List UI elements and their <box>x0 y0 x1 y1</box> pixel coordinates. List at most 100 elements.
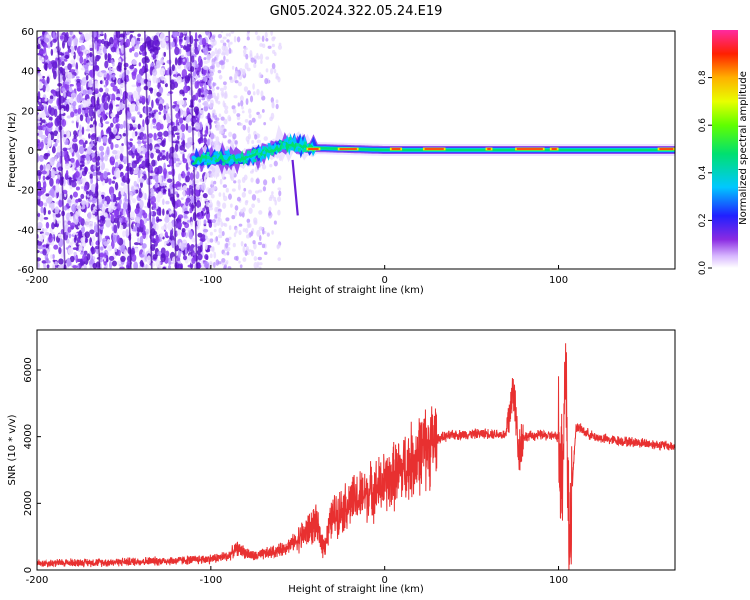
noise-cell <box>91 152 96 158</box>
noise-cell <box>197 131 201 137</box>
noise-cell <box>38 81 43 90</box>
noise-cell <box>182 45 187 50</box>
noise-cell <box>204 129 209 136</box>
noise-cell <box>77 208 81 217</box>
noise-cell <box>46 264 50 269</box>
noise-cell <box>81 126 85 136</box>
noise-cell <box>275 103 279 110</box>
y-tick-label: 60 <box>21 27 34 38</box>
noise-cell <box>161 39 167 49</box>
y-tick-label: -40 <box>18 225 34 236</box>
noise-cell <box>37 221 43 230</box>
noise-cell <box>258 210 263 215</box>
noise-cell <box>265 38 269 42</box>
noise-cell <box>37 113 44 118</box>
noise-cell <box>105 79 109 86</box>
noise-cell <box>153 40 159 46</box>
noise-cell <box>160 123 164 130</box>
noise-cell <box>65 203 70 208</box>
noise-cell <box>191 202 194 212</box>
noise-streak <box>57 31 66 269</box>
noise-cell <box>54 206 60 215</box>
noise-cell <box>161 139 166 148</box>
noise-cell <box>222 81 227 86</box>
noise-cell <box>88 81 92 88</box>
noise-cell <box>270 97 274 104</box>
noise-cell <box>37 197 41 206</box>
noise-cell <box>71 53 75 56</box>
noise-cell <box>108 255 115 261</box>
noise-cell <box>189 244 196 254</box>
noise-cell <box>133 180 138 187</box>
noise-cell <box>69 69 76 73</box>
noise-cell <box>90 139 94 148</box>
noise-cell <box>104 200 107 205</box>
noise-cell <box>253 256 258 262</box>
noise-cell <box>137 33 141 38</box>
noise-cell <box>143 139 149 142</box>
signal-cell <box>288 141 292 145</box>
noise-cell <box>228 47 232 54</box>
noise-cell <box>115 96 121 101</box>
noise-cell <box>231 105 236 110</box>
noise-cell <box>261 109 265 113</box>
noise-cell <box>125 38 131 48</box>
noise-cell <box>204 31 210 36</box>
noise-cell <box>274 199 277 206</box>
noise-cell <box>191 55 195 63</box>
noise-cell <box>196 219 202 227</box>
noise-cell <box>88 133 91 139</box>
noise-cell <box>136 95 141 100</box>
noise-cell <box>200 58 203 68</box>
noise-cell <box>163 113 166 121</box>
noise-cell <box>98 223 104 227</box>
signal-cell <box>253 159 257 163</box>
noise-cell <box>217 48 222 55</box>
noise-cell <box>201 81 206 84</box>
noise-cell <box>196 80 200 89</box>
noise-cell <box>100 33 104 37</box>
noise-cell <box>39 74 44 80</box>
noise-cell <box>55 88 60 92</box>
noise-cell <box>256 88 260 96</box>
noise-cell <box>68 87 73 93</box>
noise-cell <box>266 232 270 237</box>
signal-cell <box>251 150 255 154</box>
noise-cell <box>173 81 179 89</box>
noise-cell <box>244 119 249 123</box>
noise-cell <box>104 32 107 40</box>
noise-cell <box>96 96 100 106</box>
noise-cell <box>123 155 128 165</box>
colorbar-gradient <box>712 30 738 268</box>
signal-cell <box>284 139 288 143</box>
noise-cell <box>97 202 103 205</box>
noise-cell <box>129 104 134 113</box>
noise-cell <box>126 107 130 111</box>
noise-cell <box>243 86 249 92</box>
noise-cell <box>89 195 93 201</box>
noise-cell <box>251 168 255 173</box>
noise-cell <box>213 180 217 185</box>
signal-cell <box>230 155 234 159</box>
noise-cell <box>249 95 254 103</box>
y-tick-label: 0 <box>23 567 34 573</box>
noise-cell <box>44 98 48 102</box>
noise-cell <box>44 63 48 71</box>
noise-cell <box>275 99 279 104</box>
noise-cell <box>118 263 123 267</box>
noise-cell <box>211 35 216 39</box>
noise-cell <box>247 108 252 114</box>
noise-cell <box>116 48 120 55</box>
noise-cell <box>177 229 181 236</box>
noise-cell <box>63 58 68 62</box>
noise-cell <box>217 69 222 74</box>
noise-cell <box>80 252 85 255</box>
noise-cell <box>38 154 44 162</box>
spectrogram-heatmap <box>37 31 675 269</box>
noise-cell <box>246 36 250 41</box>
noise-cell <box>149 192 155 197</box>
noise-cell <box>186 187 190 196</box>
snr-x-axis: -200 -100 0 100 <box>26 566 568 586</box>
y-tick-label: -60 <box>18 265 34 276</box>
noise-cell <box>69 148 74 154</box>
